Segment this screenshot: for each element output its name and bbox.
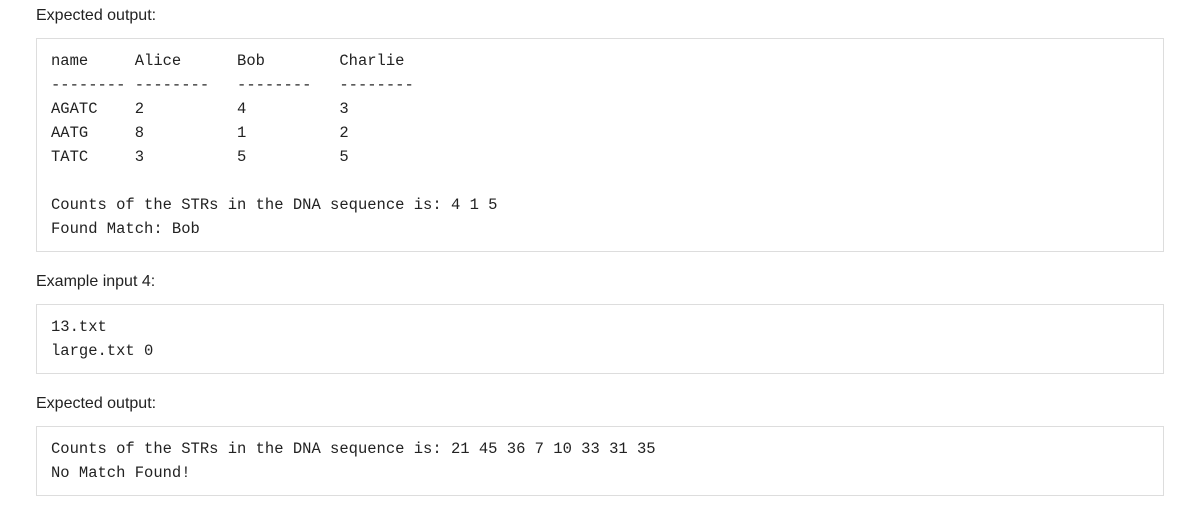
expected-output-block-2: Counts of the STRs in the DNA sequence i… bbox=[36, 426, 1164, 496]
expected-output-label-2: Expected output: bbox=[36, 392, 1164, 416]
expected-output-label-1: Expected output: bbox=[36, 4, 1164, 28]
example-input-4-block: 13.txt large.txt 0 bbox=[36, 304, 1164, 374]
expected-output-block-1: name Alice Bob Charlie -------- --------… bbox=[36, 38, 1164, 252]
example-input-4-label: Example input 4: bbox=[36, 270, 1164, 294]
